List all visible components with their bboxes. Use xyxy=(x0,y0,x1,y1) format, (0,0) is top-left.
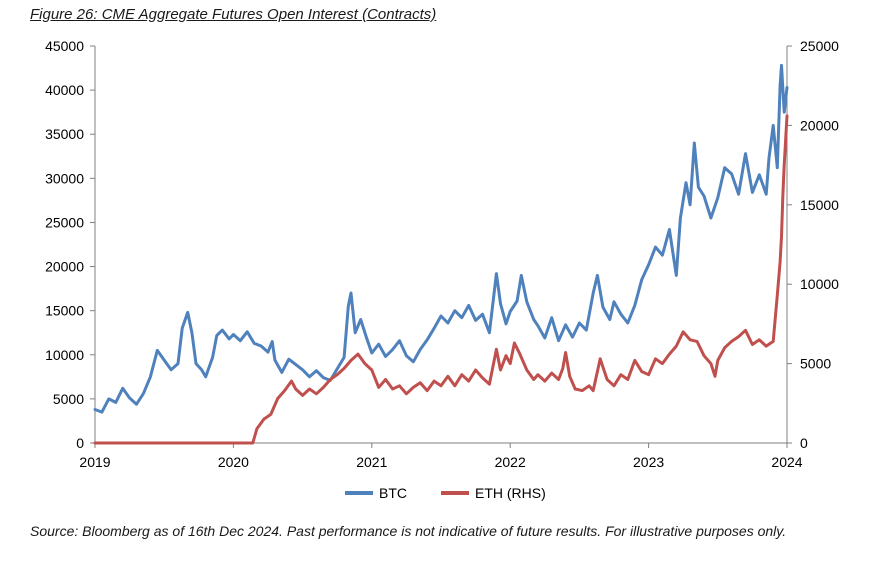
right-tick-label: 15000 xyxy=(800,197,839,213)
x-tick-label: 2021 xyxy=(356,454,387,470)
right-tick-label: 5000 xyxy=(800,356,831,372)
right-axis-ticks: 0 5000 10000 15000 20000 25000 xyxy=(787,38,839,451)
left-tick-label: 15000 xyxy=(45,303,84,319)
x-tick-label: 2020 xyxy=(218,454,249,470)
left-tick-label: 30000 xyxy=(45,170,84,186)
left-tick-label: 0 xyxy=(76,435,84,451)
left-tick-label: 35000 xyxy=(45,126,84,142)
left-tick-label: 25000 xyxy=(45,214,84,230)
left-tick-label: 45000 xyxy=(45,38,84,54)
x-tick-label: 2019 xyxy=(79,454,110,470)
source-note: Source: Bloomberg as of 16th Dec 2024. P… xyxy=(30,523,787,539)
right-tick-label: 0 xyxy=(800,435,808,451)
x-tick-label: 2024 xyxy=(771,454,802,470)
chart-title: Figure 26: CME Aggregate Futures Open In… xyxy=(30,6,437,23)
series-lines xyxy=(93,63,789,445)
series-line-eth-rhs xyxy=(93,114,789,445)
right-tick-label: 20000 xyxy=(800,117,839,133)
left-axis-ticks: 0 5000 10000 15000 20000 25000 30000 35000 40000… xyxy=(45,38,95,451)
right-tick-label: 25000 xyxy=(800,38,839,54)
legend-label-eth-rhs: ETH (RHS) xyxy=(475,485,546,501)
legend-label-btc: BTC xyxy=(379,485,407,501)
left-tick-label: 10000 xyxy=(45,347,84,363)
x-tick-label: 2022 xyxy=(495,454,526,470)
left-tick-label: 5000 xyxy=(53,391,84,407)
legend: BTC ETH (RHS) xyxy=(345,485,546,501)
left-tick-label: 40000 xyxy=(45,82,84,98)
x-axis-ticks: 2019 2020 2021 2022 2023 2024 xyxy=(79,443,803,470)
left-tick-label: 20000 xyxy=(45,259,84,275)
x-tick-label: 2023 xyxy=(633,454,664,470)
series-line-btc xyxy=(93,63,789,414)
right-tick-label: 10000 xyxy=(800,276,839,292)
